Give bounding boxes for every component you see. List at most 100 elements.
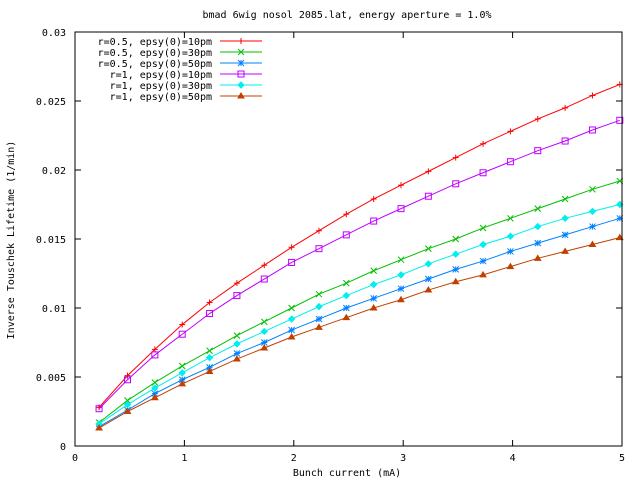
y-tick-label: 0.01	[42, 304, 66, 315]
data-point	[534, 115, 541, 122]
data-point	[237, 92, 245, 99]
data-point	[397, 205, 405, 213]
legend-label: r=1, epsy(0)=10pm	[110, 70, 212, 81]
data-point	[315, 315, 323, 323]
data-point	[370, 267, 378, 275]
data-point	[237, 70, 245, 78]
legend-item: r=1, epsy(0)=10pm	[110, 70, 262, 81]
data-point	[615, 233, 624, 241]
data-point	[206, 310, 214, 318]
legend-label: r=1, epsy(0)=50pm	[110, 92, 212, 103]
data-point	[261, 262, 268, 269]
data-point	[588, 207, 597, 216]
data-point	[397, 285, 405, 293]
data-point	[237, 48, 245, 56]
data-point	[287, 333, 296, 340]
data-point	[506, 262, 515, 270]
data-point	[534, 222, 542, 231]
series-4	[95, 116, 624, 413]
data-point	[479, 240, 487, 249]
data-point	[589, 92, 596, 99]
data-point	[178, 379, 187, 387]
series-1	[96, 81, 623, 411]
data-point	[588, 240, 597, 248]
legend-item: r=0.5, epsy(0)=10pm	[98, 37, 262, 48]
legend-label: r=1, epsy(0)=30pm	[110, 81, 212, 92]
y-tick-label: 0.02	[42, 166, 66, 177]
data-point	[342, 313, 351, 321]
data-point	[479, 224, 487, 232]
data-point	[424, 192, 432, 200]
series-line	[98, 83, 620, 408]
data-point	[425, 275, 432, 283]
data-point	[288, 258, 296, 266]
x-tick-label: 5	[619, 453, 625, 464]
data-point	[397, 295, 405, 303]
data-point	[534, 239, 542, 247]
data-point	[288, 244, 295, 251]
data-point	[315, 302, 323, 311]
data-point	[369, 280, 378, 289]
data-point	[95, 424, 103, 431]
series-line	[98, 119, 620, 410]
data-point	[287, 315, 296, 323]
series-line	[98, 237, 620, 429]
data-point	[507, 128, 514, 135]
data-point	[342, 231, 350, 239]
data-point	[233, 292, 241, 300]
data-point	[178, 369, 186, 377]
data-point	[238, 38, 244, 44]
data-point	[288, 326, 295, 334]
data-point	[561, 247, 569, 254]
data-point	[479, 257, 487, 265]
data-point	[178, 330, 186, 338]
legend-label: r=0.5, epsy(0)=30pm	[98, 48, 212, 59]
y-tick-label: 0.025	[36, 97, 66, 108]
data-point	[95, 405, 103, 413]
data-point	[369, 304, 378, 311]
data-point	[315, 290, 323, 298]
data-point	[451, 277, 460, 285]
legend-item: r=0.5, epsy(0)=50pm	[98, 59, 262, 70]
series-6	[95, 233, 624, 431]
data-point	[479, 169, 487, 177]
legend-item: r=0.5, epsy(0)=30pm	[98, 48, 262, 59]
data-point	[425, 168, 432, 175]
x-tick-label: 3	[400, 453, 406, 464]
axis-ticks: 0 1 2 3 4 5 0 0.005 0.01 0.015 0.02 0.025 0.03	[36, 28, 625, 464]
data-point	[233, 355, 241, 362]
x-tick-label: 0	[72, 453, 78, 464]
data-point	[452, 180, 460, 188]
data-point	[397, 256, 405, 264]
data-point	[206, 363, 213, 371]
data-point	[315, 323, 323, 330]
data-point	[452, 235, 460, 243]
data-point	[260, 344, 269, 351]
data-point	[178, 376, 186, 384]
series-5	[95, 200, 624, 428]
data-point	[424, 286, 433, 293]
series-layer	[95, 81, 624, 431]
data-point	[452, 154, 459, 161]
data-point	[370, 294, 378, 302]
data-point	[507, 248, 514, 255]
data-point	[151, 346, 158, 353]
data-point	[589, 223, 596, 230]
data-point	[179, 321, 186, 328]
chart-title: bmad 6wig nosol 2085.lat, energy apertur…	[203, 10, 492, 21]
data-point	[398, 182, 405, 189]
legend-label: r=0.5, epsy(0)=50pm	[98, 59, 212, 70]
data-point	[534, 147, 542, 155]
data-point	[233, 350, 241, 357]
data-point	[561, 137, 569, 145]
data-point	[342, 304, 350, 312]
data-point	[237, 59, 245, 67]
x-tick-label: 2	[291, 453, 297, 464]
y-tick-label: 0	[60, 442, 66, 453]
data-point	[534, 205, 542, 212]
data-point	[124, 372, 131, 379]
data-point	[260, 327, 268, 336]
legend-item: r=1, epsy(0)=50pm	[110, 92, 262, 103]
